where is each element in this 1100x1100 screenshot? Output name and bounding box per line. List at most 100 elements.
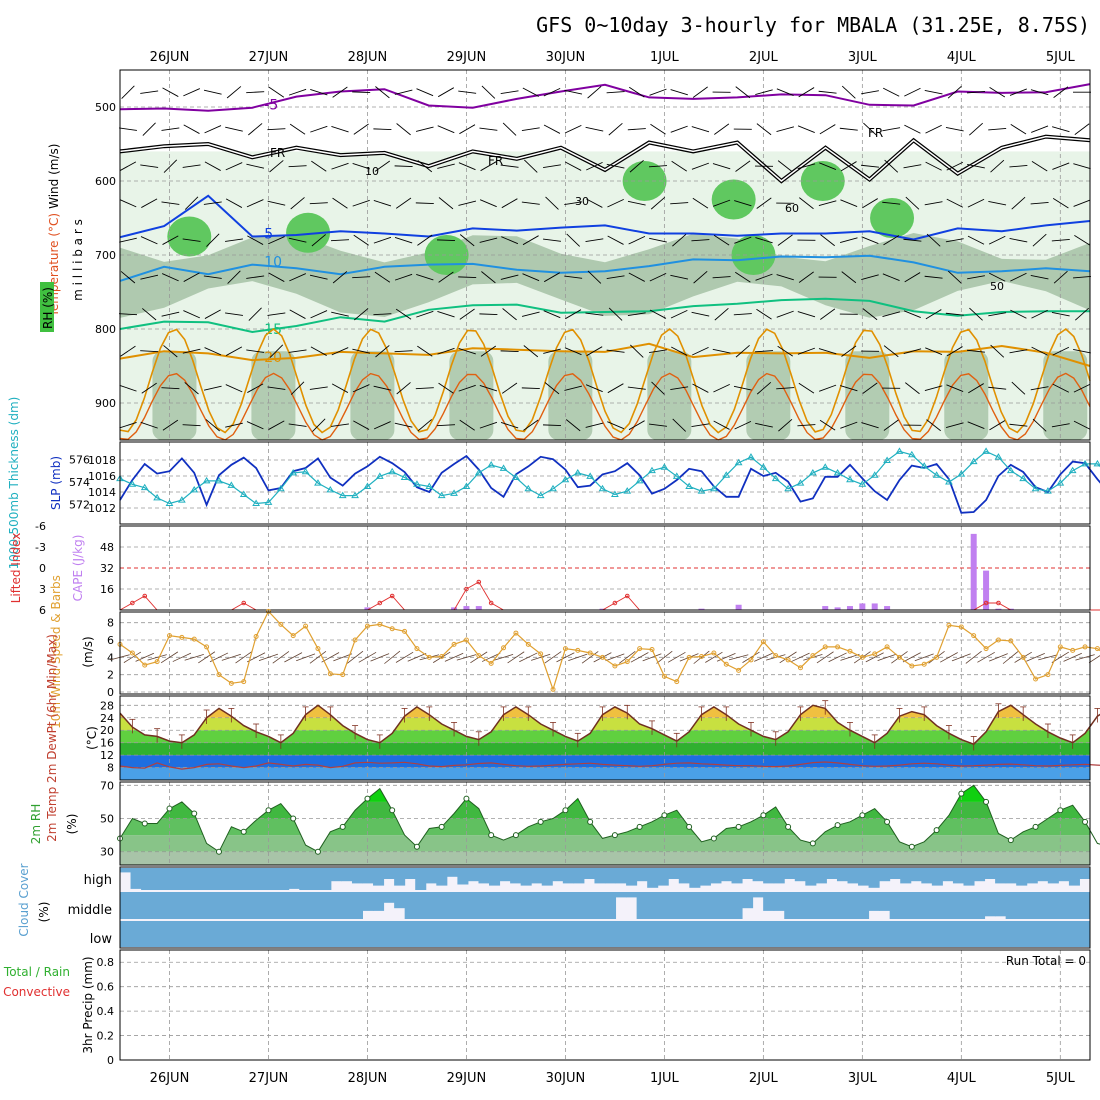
cloud-bar	[404, 892, 416, 919]
wind-speed-marker	[352, 637, 358, 643]
thickness-marker	[413, 480, 421, 487]
wind-barb	[352, 348, 371, 354]
wind-barb	[586, 198, 603, 208]
wind-barb	[946, 198, 964, 208]
wind-barb	[521, 311, 540, 317]
cloud-bar	[605, 868, 617, 884]
wind-barb	[543, 310, 561, 319]
wind-barb	[926, 233, 941, 247]
surface-wind-barb	[346, 650, 364, 664]
wind-barb	[352, 276, 371, 279]
cloud-bar	[457, 921, 469, 947]
wind-barb	[798, 87, 815, 98]
rh-shade-column	[1043, 351, 1088, 440]
cloud-bar	[394, 868, 406, 886]
cloud-bar	[942, 868, 954, 882]
freezing-level-label: FR	[270, 146, 285, 160]
rh-shade-blob	[286, 212, 331, 253]
thickness-line	[119, 450, 1100, 505]
cloud-bar	[225, 921, 237, 947]
wind-barb	[543, 124, 561, 134]
wind-barb	[269, 344, 284, 358]
run-total-label: Run Total = 0	[1006, 954, 1086, 968]
cloud-bar	[373, 868, 385, 886]
wind-speed-marker	[463, 637, 469, 643]
wind-barb	[331, 347, 349, 356]
humidity-marker	[908, 843, 915, 850]
cloud-bar	[1068, 892, 1080, 919]
wind-barb	[142, 122, 156, 136]
wind-barb	[140, 164, 159, 168]
wind-speed-marker	[1045, 672, 1051, 678]
cloud-bar	[309, 868, 321, 890]
wind-barb	[375, 345, 390, 358]
cloud-bar	[931, 868, 943, 886]
wind-barb	[946, 384, 964, 392]
cloud-bar	[151, 921, 163, 947]
wind-barb	[459, 308, 475, 320]
wind-speed-marker	[488, 660, 494, 666]
wind-barb	[436, 239, 456, 241]
wind-barb	[564, 275, 583, 279]
precip-tick: 0.6	[97, 981, 115, 994]
wind-speed-marker	[785, 657, 791, 663]
wind-speed-marker	[451, 641, 457, 647]
cloud-bar	[858, 921, 870, 947]
cloud-bar	[952, 892, 964, 919]
cloud-bar	[520, 892, 532, 919]
wind-barb	[331, 383, 349, 393]
wind-barb	[500, 421, 519, 429]
cloud-bar	[552, 868, 564, 882]
cloud-bar	[678, 892, 690, 919]
surface-wind-barb	[642, 653, 662, 662]
surface-wind-barb	[432, 651, 451, 663]
surface-temp-curve-inner	[119, 372, 1091, 441]
wind-barb	[649, 423, 667, 427]
wind-barb	[479, 237, 498, 243]
surface-wind-barb	[779, 651, 797, 664]
wind-barb	[969, 307, 983, 321]
surface-temp-curve	[119, 327, 1091, 434]
wind-barb	[331, 125, 349, 133]
cloud-bar	[583, 892, 595, 919]
wind-barb	[288, 237, 307, 243]
humidity-marker	[215, 848, 222, 855]
surface-wind-barb	[384, 650, 401, 664]
wind-barb	[754, 350, 774, 353]
wind-barb	[629, 159, 644, 173]
isotherm-line	[119, 297, 1090, 334]
wind-speed-marker	[884, 644, 890, 650]
thickness-marker	[709, 484, 718, 492]
panel-frame	[119, 866, 1091, 949]
wind-barb	[1031, 309, 1048, 319]
cloud-bar	[172, 892, 184, 919]
wind-barb	[267, 236, 285, 245]
wind-barb	[798, 271, 814, 283]
cape-bar	[884, 606, 891, 610]
wind-speed-marker	[290, 633, 296, 639]
panel-frame	[119, 525, 1091, 611]
wind-barb	[607, 383, 624, 394]
temperature-line	[119, 704, 1100, 746]
cloud-bar	[172, 921, 184, 947]
cloud-bar	[235, 892, 248, 919]
wind-barb	[734, 236, 752, 244]
wind-barb	[904, 272, 921, 283]
thickness-marker	[215, 476, 223, 484]
thickness-marker	[1006, 466, 1015, 474]
surface-wind-barb	[1002, 650, 1019, 664]
cloud-bar	[520, 868, 532, 886]
wind-barb	[458, 384, 476, 392]
cloud-bar	[351, 868, 363, 884]
cape-bar	[995, 608, 1002, 610]
wind-barb	[248, 307, 262, 321]
thickness-marker	[301, 467, 310, 475]
cloud-bar	[720, 892, 733, 919]
cloud-bar	[309, 892, 321, 919]
thickness-marker	[747, 453, 755, 460]
wind-barb	[161, 387, 180, 390]
temperature-band	[120, 730, 1090, 743]
wind-barb	[565, 309, 582, 320]
cloud-bar	[552, 892, 564, 919]
cloud-bar	[784, 892, 796, 919]
